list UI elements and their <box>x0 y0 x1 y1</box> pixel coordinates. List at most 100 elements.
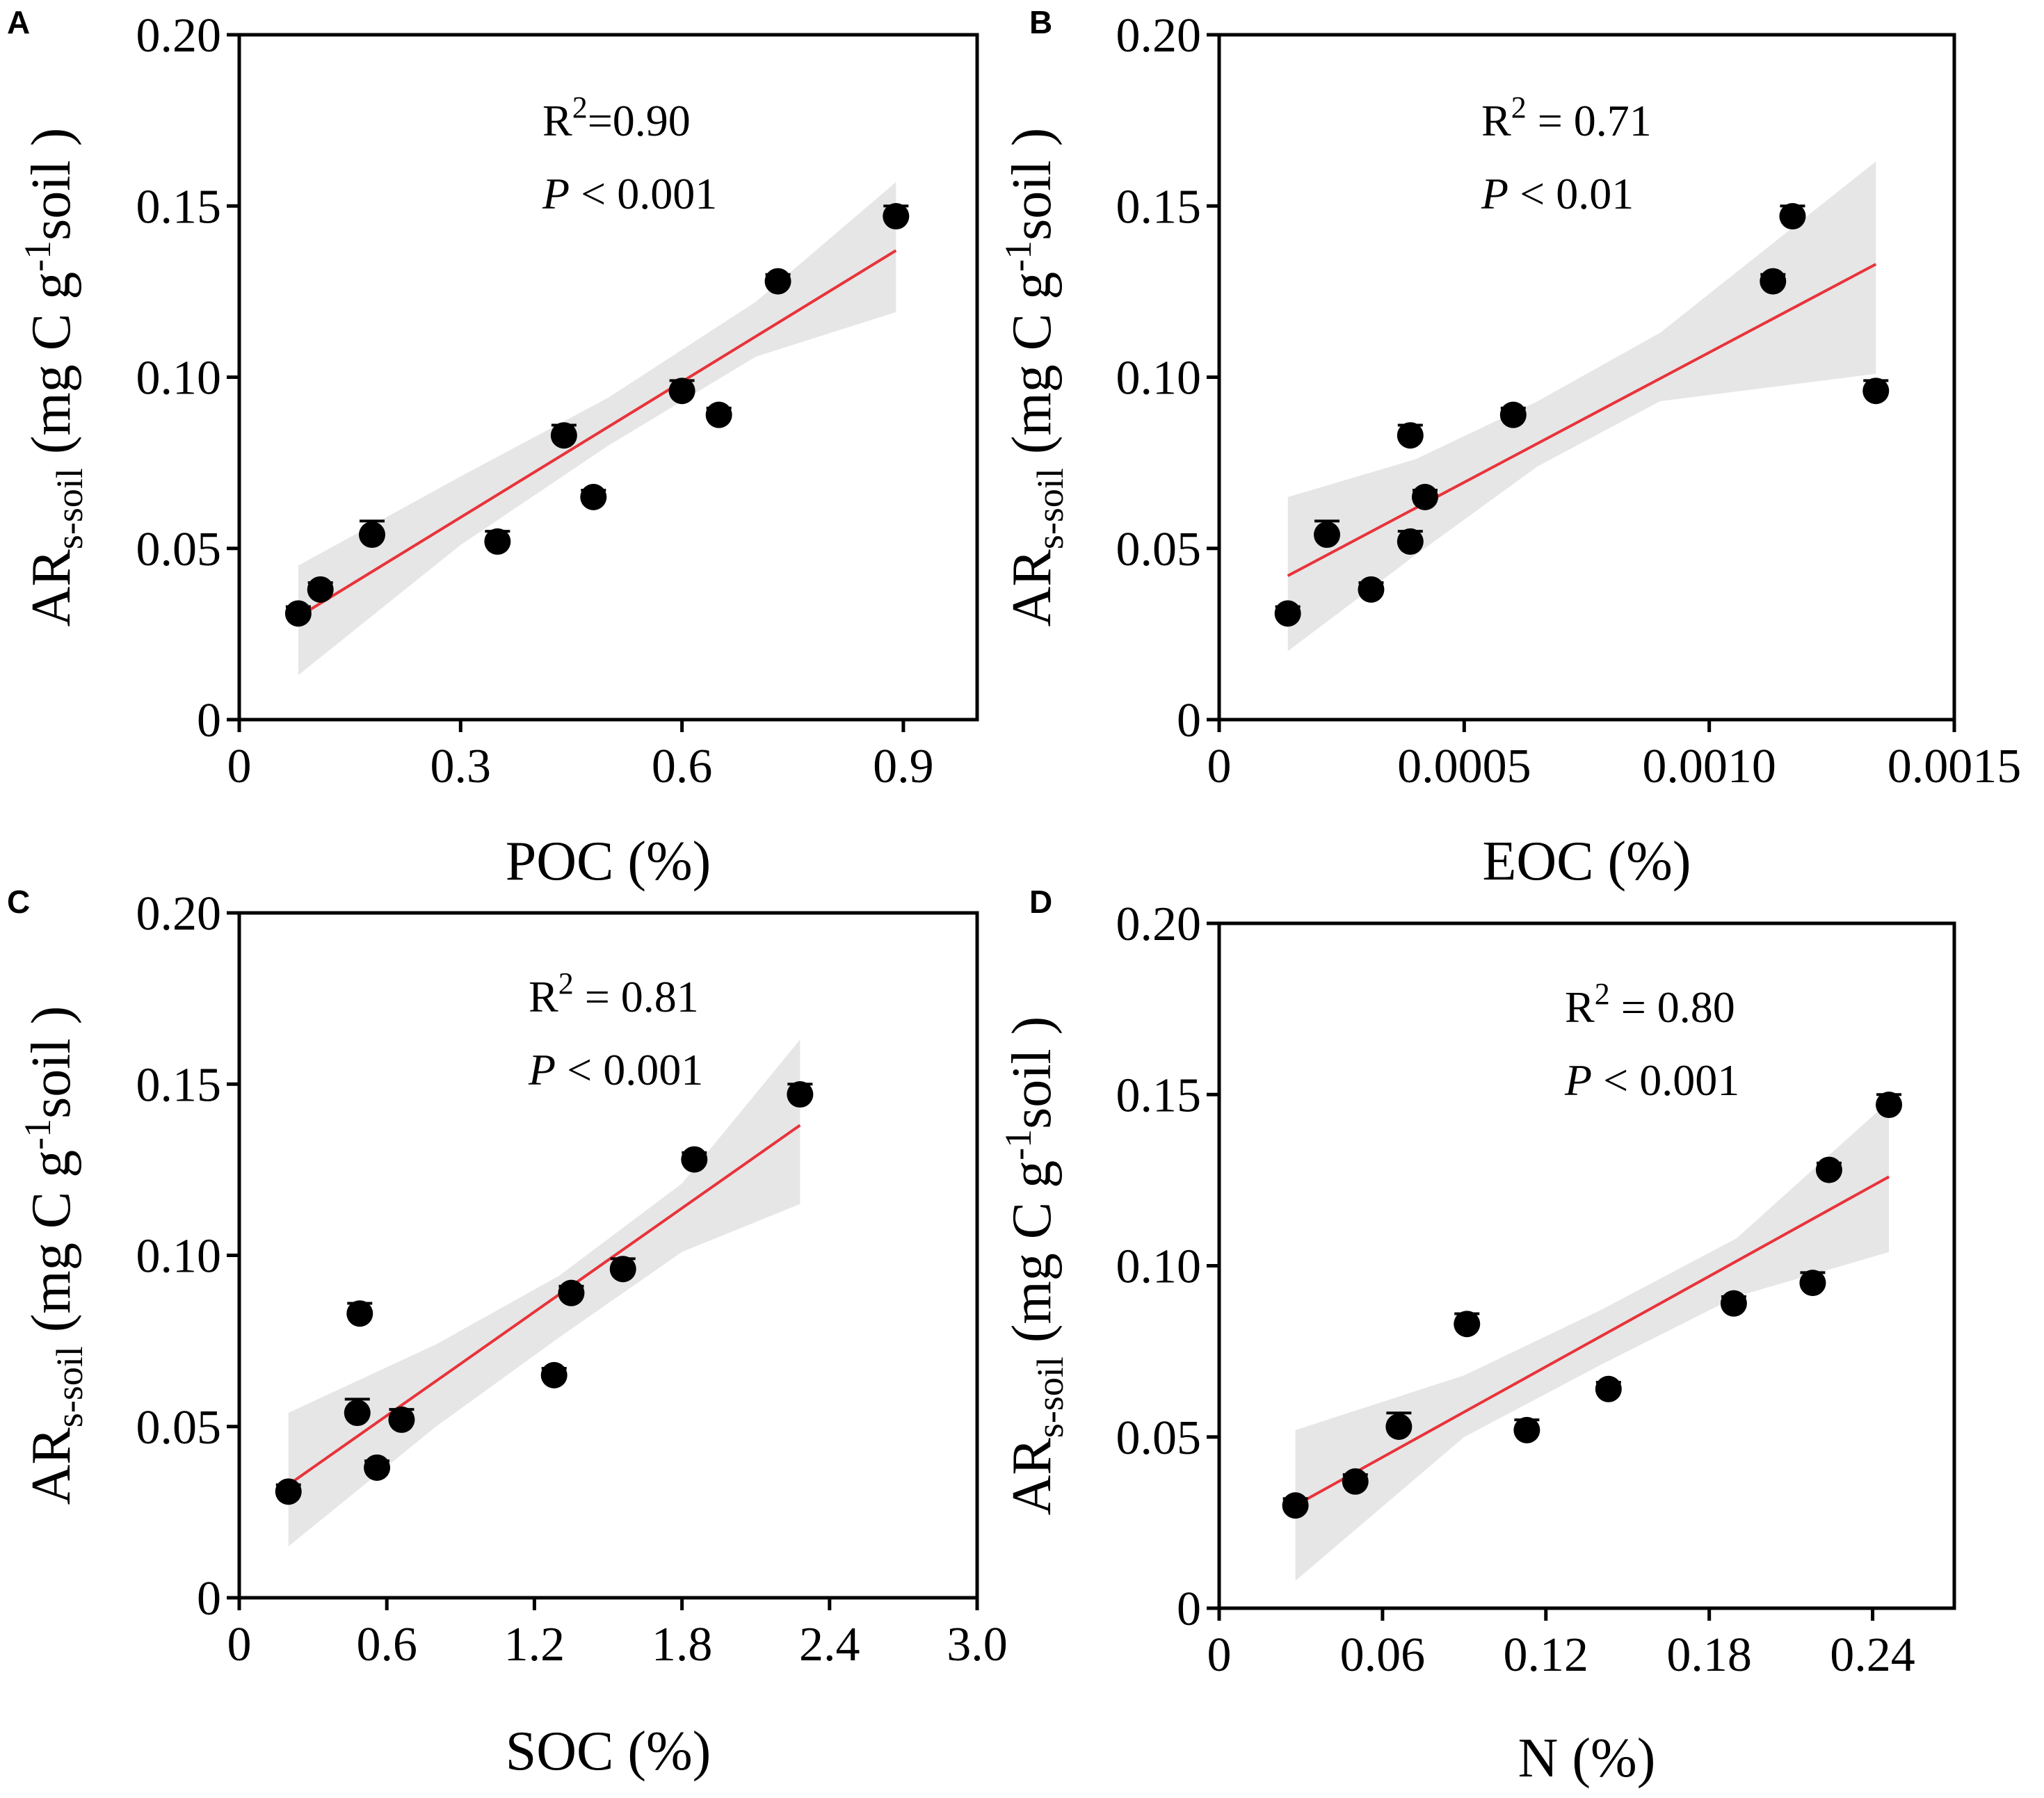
y-axis-label-superscript: -1 <box>17 241 58 272</box>
data-point <box>681 1146 708 1173</box>
y-tick-label: 0.15 <box>136 180 222 234</box>
p-value-label: P <box>528 1045 556 1094</box>
r-squared-superscript: 2 <box>1595 977 1610 1011</box>
y-axis-label-superscript: -1 <box>17 1119 58 1150</box>
r-squared-value: = 0.71 <box>1527 96 1652 145</box>
y-axis-label-units-end: soil ) <box>21 1006 82 1119</box>
y-tick-label: 0 <box>1177 1582 1201 1636</box>
y-axis-label: ARs-soil (mg C g-1soil ) <box>17 1006 90 1505</box>
regression-line <box>1287 263 1877 577</box>
y-axis-label-subscript: s-soil <box>1029 468 1071 549</box>
data-point <box>484 528 511 555</box>
y-tick-label: 0 <box>197 694 221 747</box>
data-point <box>1314 521 1341 549</box>
y-axis-label-main: AR <box>1001 549 1063 627</box>
panel-c: C 0 0.05 0.10 0.15 0.20 0 0.6 1.2 1.8 2.4 3.0 SOC (%… <box>7 884 1008 1782</box>
r-squared-label: R <box>1565 982 1595 1032</box>
y-tick-label: 0 <box>197 1572 221 1626</box>
y-axis-label-main: AR <box>21 549 82 627</box>
data-point <box>764 268 791 295</box>
x-tick-label: 0.12 <box>1504 1628 1589 1682</box>
y-axis-label-units: (mg C g <box>21 1150 82 1346</box>
data-point <box>1799 1270 1826 1297</box>
data-point <box>1411 483 1438 510</box>
confidence-band <box>288 1039 800 1547</box>
y-axis-label-subscript: s-soil <box>1029 1356 1071 1438</box>
panel-a: A 0 0.05 0.10 0.15 0.20 0 0.3 0.6 0.9 POC (%) ARs-s… <box>7 4 979 892</box>
y-axis-label-units: (mg C g <box>1001 1160 1063 1356</box>
p-value-annotation: P < 0.001 <box>528 1045 703 1094</box>
data-point <box>668 378 695 405</box>
y-tick-label: 0.20 <box>1116 898 1202 951</box>
data-point <box>1499 401 1527 428</box>
x-tick-label: 0.0010 <box>1642 740 1776 793</box>
y-axis-label-units-end: soil ) <box>21 128 82 241</box>
x-axis-label: POC (%) <box>506 831 711 892</box>
r-squared-annotation: R2 = 0.80 <box>1565 977 1735 1032</box>
y-tick-label: 0.10 <box>136 1230 222 1283</box>
x-tick-label: 3.0 <box>947 1618 1008 1671</box>
data-point <box>1876 1092 1903 1119</box>
data-point <box>550 422 577 449</box>
x-tick-label: 1.8 <box>652 1618 713 1671</box>
panel-letter: A <box>7 4 30 40</box>
p-value-label: P <box>542 169 570 218</box>
y-tick-label: 0.05 <box>1116 523 1202 576</box>
y-tick-label: 0.15 <box>136 1058 222 1112</box>
data-point <box>705 401 732 428</box>
p-value-annotation: P < 0.001 <box>542 169 717 218</box>
data-point <box>1454 1311 1481 1338</box>
p-value-value: < 0.001 <box>1592 1055 1739 1105</box>
x-tick-label: 0.24 <box>1830 1628 1915 1682</box>
x-tick-label: 0 <box>1207 740 1232 793</box>
x-axis-label: EOC (%) <box>1483 831 1691 892</box>
y-tick-label: 0.15 <box>1116 1069 1202 1122</box>
confidence-band <box>1287 161 1876 651</box>
x-tick-label: 0.0005 <box>1397 740 1531 793</box>
data-point <box>540 1361 568 1388</box>
x-tick-label: 2.4 <box>799 1618 860 1671</box>
x-tick-label: 1.2 <box>504 1618 565 1671</box>
data-point <box>275 1478 302 1505</box>
data-point <box>307 576 334 603</box>
data-point <box>580 483 607 510</box>
p-value-value: < 0.01 <box>1508 169 1634 218</box>
panel-letter: C <box>7 884 30 920</box>
y-tick-label: 0.20 <box>136 887 222 941</box>
x-tick-label: 0.3 <box>430 740 492 793</box>
x-axis-label: SOC (%) <box>506 1721 711 1782</box>
y-axis-label-units: (mg C g <box>1001 272 1063 468</box>
data-point <box>284 600 312 627</box>
x-tick-label: 0.0015 <box>1888 740 2022 793</box>
panel-b: B 0 0.05 0.10 0.15 0.20 0 0.0005 0.0010 0.0015 EOC… <box>997 4 2021 892</box>
r-squared-label: R <box>542 96 572 145</box>
y-tick-label: 0.20 <box>1116 9 1202 63</box>
data-point <box>388 1406 415 1433</box>
data-point <box>346 1300 373 1327</box>
p-value-value: < 0.001 <box>556 1045 703 1094</box>
r-squared-annotation: R2=0.90 <box>542 90 691 145</box>
regression-line <box>1294 1175 1890 1507</box>
data-point <box>1385 1413 1413 1440</box>
y-axis-label-units: (mg C g <box>21 272 82 468</box>
data-point <box>1342 1468 1369 1495</box>
regression-line <box>297 249 897 618</box>
data-point <box>1720 1290 1747 1317</box>
data-point <box>1513 1416 1540 1443</box>
y-axis-label-superscript: -1 <box>997 1129 1039 1160</box>
data-point <box>558 1279 585 1306</box>
data-point <box>364 1454 391 1481</box>
x-tick-label: 0.18 <box>1666 1628 1752 1682</box>
y-axis-label: ARs-soil (mg C g-1soil ) <box>17 128 90 627</box>
x-tick-label: 0.06 <box>1340 1628 1426 1682</box>
y-tick-label: 0.20 <box>136 9 222 63</box>
p-value-annotation: P < 0.01 <box>1481 169 1634 218</box>
data-point <box>1274 600 1301 627</box>
y-tick-label: 0.10 <box>1116 352 1202 405</box>
y-tick-label: 0.10 <box>136 352 222 405</box>
r-squared-superscript: 2 <box>572 90 588 124</box>
data-point <box>787 1081 814 1108</box>
p-value-label: P <box>1481 169 1508 218</box>
data-point <box>1862 378 1890 405</box>
